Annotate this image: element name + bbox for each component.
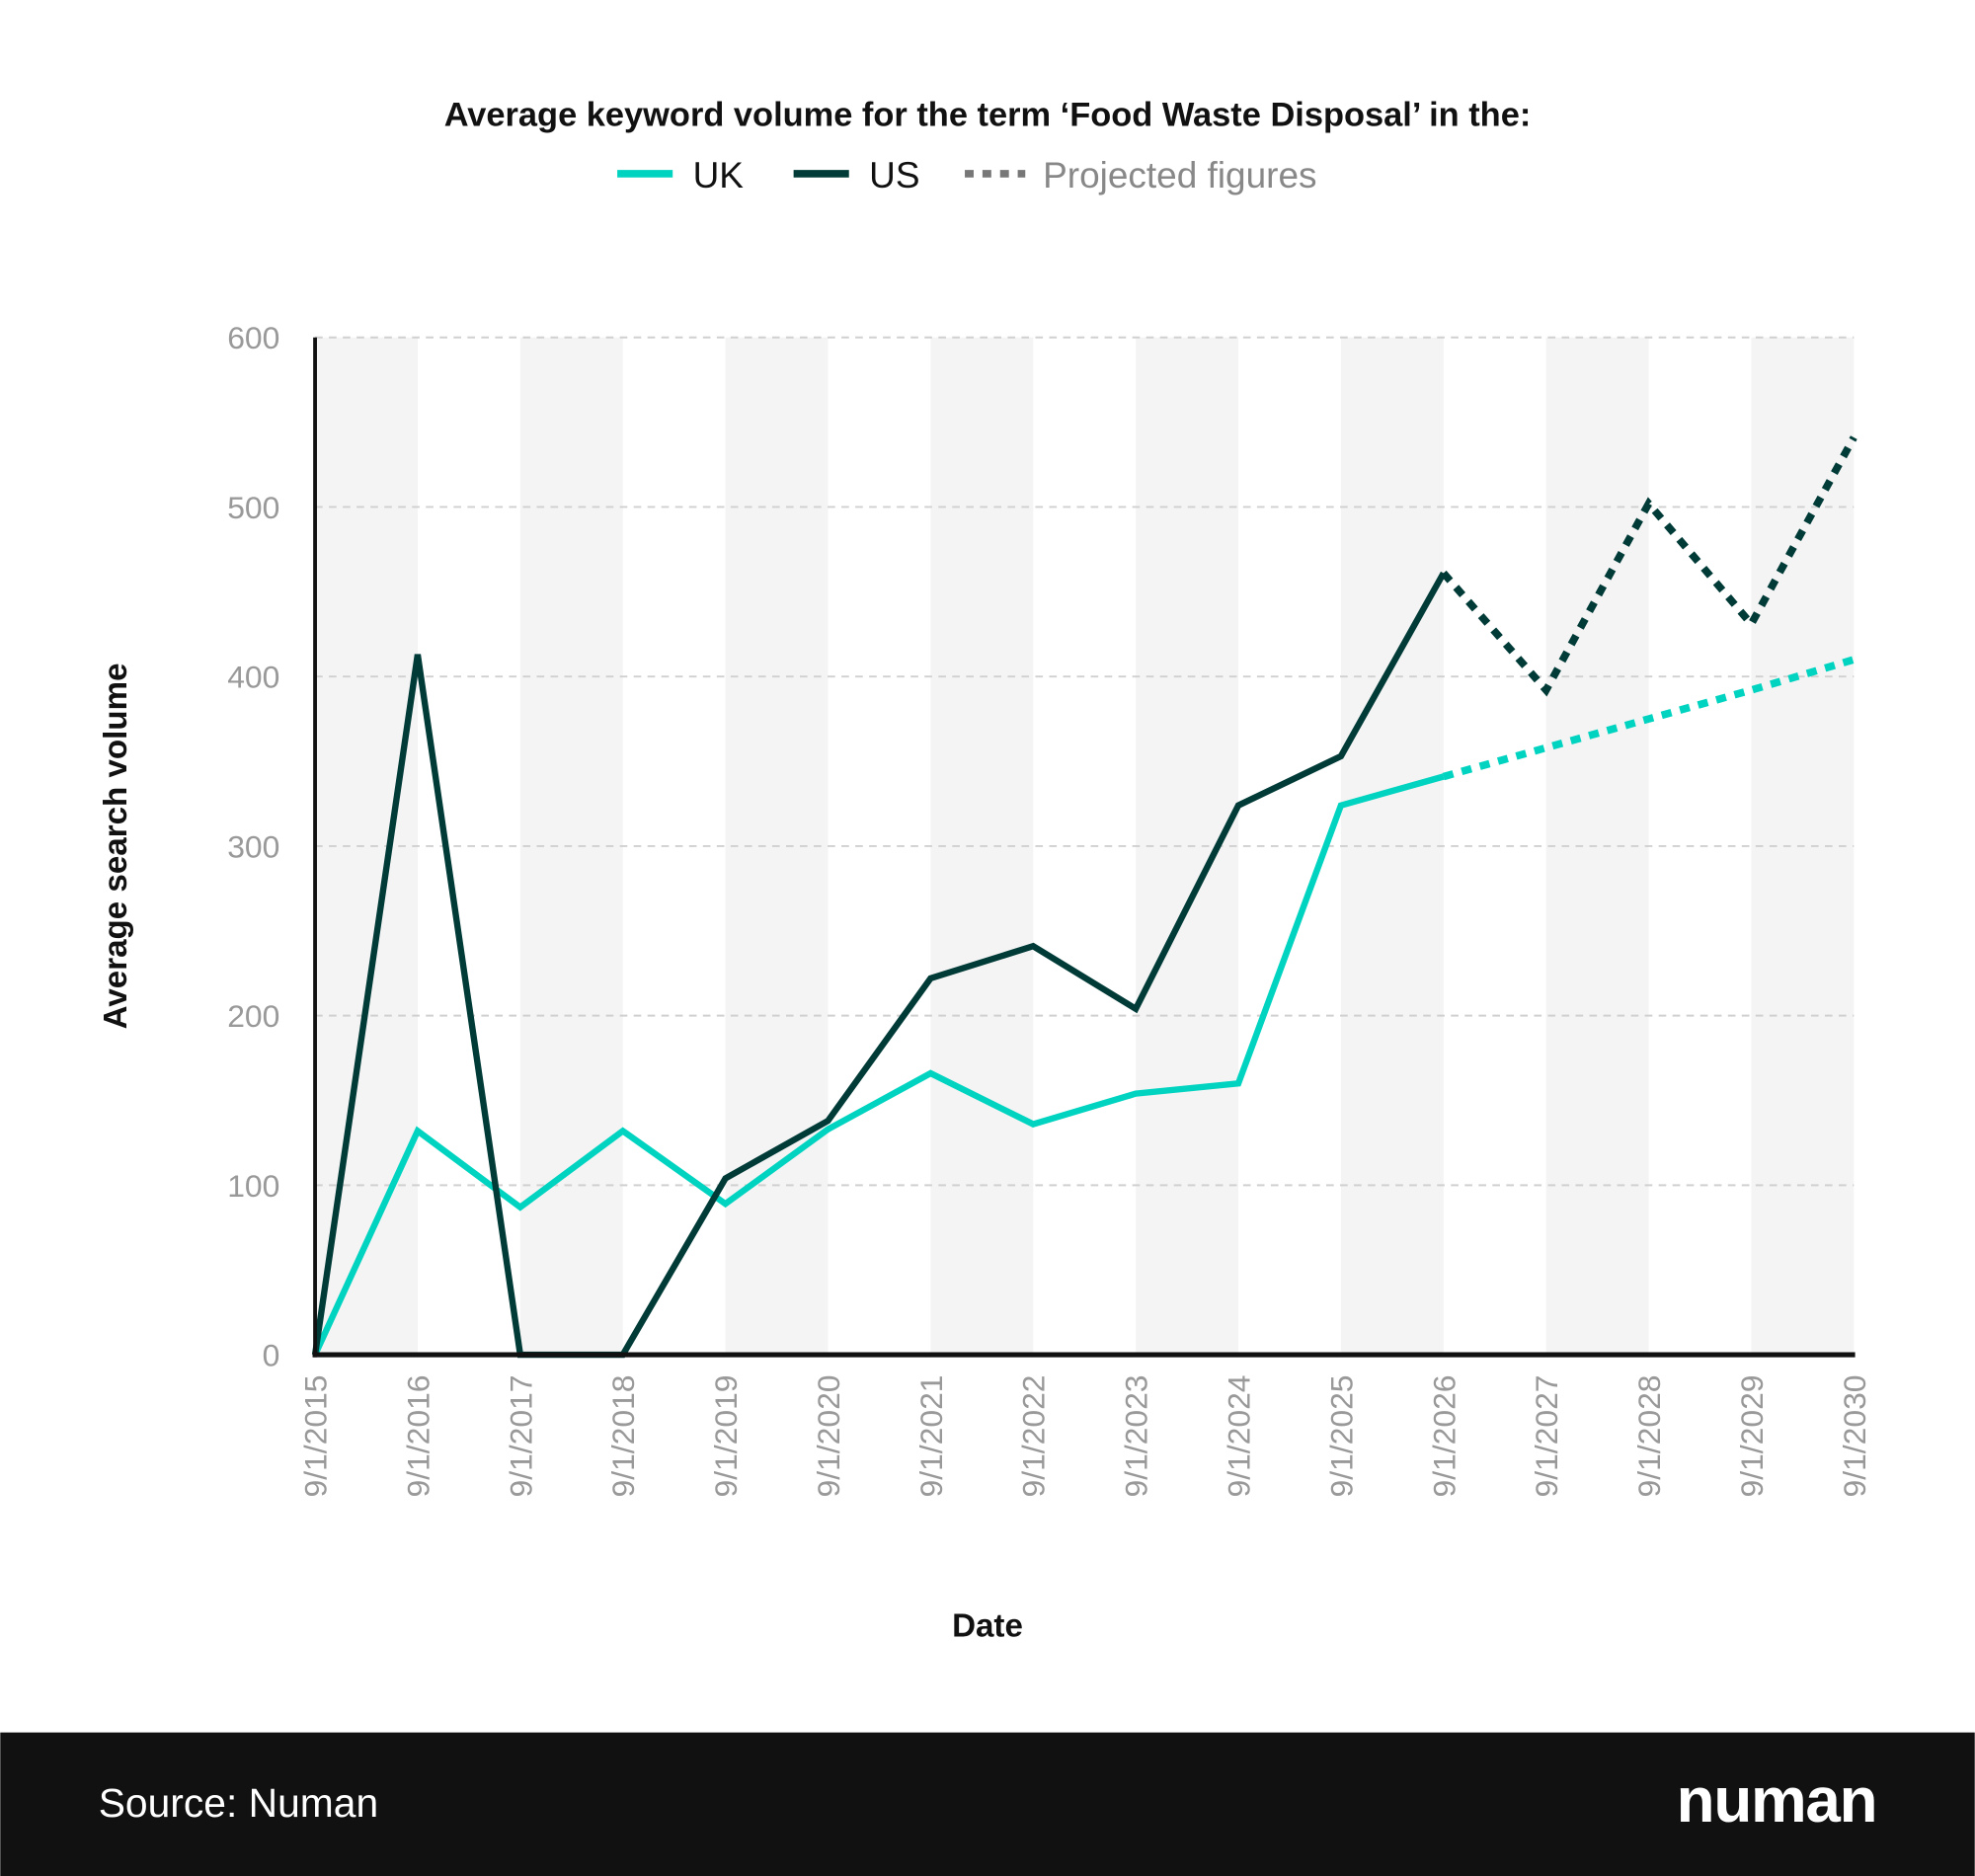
y-tick-label: 100 (227, 1168, 279, 1204)
x-tick-label: 9/1/2021 (913, 1374, 949, 1497)
gridlines (315, 336, 1855, 1187)
series-line-uk (312, 773, 1445, 1357)
x-tick-label: 9/1/2026 (1426, 1374, 1462, 1497)
legend-label: US (869, 155, 919, 195)
x-tick-label: 9/1/2018 (605, 1374, 641, 1497)
x-tick-label: 9/1/2030 (1837, 1374, 1872, 1497)
y-tick-label: 300 (227, 828, 279, 864)
x-tick-label: 9/1/2017 (503, 1374, 538, 1497)
legend-item-us: US (793, 155, 919, 195)
series-line-us (311, 571, 1447, 1359)
x-tick-label: 9/1/2022 (1016, 1374, 1052, 1497)
y-axis-label: Average search volume (98, 663, 134, 1029)
x-tick-label: 9/1/2029 (1734, 1374, 1770, 1497)
y-axis-ticks: 0 100 200 300 400 500 600 (227, 320, 279, 1372)
y-tick-label: 400 (227, 660, 279, 695)
footer-bar (0, 1732, 1975, 1876)
numan-logo: numan (1677, 1764, 1877, 1836)
series-lines (311, 435, 1857, 1359)
y-tick-label: 600 (227, 320, 279, 355)
x-tick-label: 9/1/2024 (1221, 1374, 1256, 1497)
y-tick-label: 200 (227, 998, 279, 1034)
source-text: Source: Numan (99, 1780, 378, 1826)
legend-item-uk: UK (617, 155, 744, 195)
x-tick-label: 9/1/2019 (708, 1374, 744, 1497)
legend-item-projected-figures: Projected figures (965, 155, 1317, 195)
x-axis-ticks: 9/1/2015 9/1/2016 9/1/2017 9/1/2018 9/1/2019… (298, 1374, 1872, 1497)
legend-label: UK (693, 155, 745, 195)
x-tick-label: 9/1/2016 (400, 1374, 435, 1497)
chart-title: Average keyword volume for the term ‘Foo… (444, 97, 1532, 134)
x-tick-label: 9/1/2027 (1529, 1374, 1564, 1497)
x-tick-label: 9/1/2028 (1631, 1374, 1667, 1497)
x-tick-label: 9/1/2020 (811, 1374, 846, 1497)
x-tick-label: 9/1/2015 (298, 1374, 334, 1497)
x-tick-label: 9/1/2023 (1119, 1374, 1154, 1497)
y-tick-label: 500 (227, 490, 279, 525)
legend: UK US Projected figures (617, 155, 1317, 195)
x-tick-label: 9/1/2025 (1323, 1374, 1359, 1497)
x-axis-label: Date (952, 1608, 1023, 1645)
y-tick-label: 0 (263, 1338, 280, 1373)
legend-label: Projected figures (1043, 155, 1316, 195)
